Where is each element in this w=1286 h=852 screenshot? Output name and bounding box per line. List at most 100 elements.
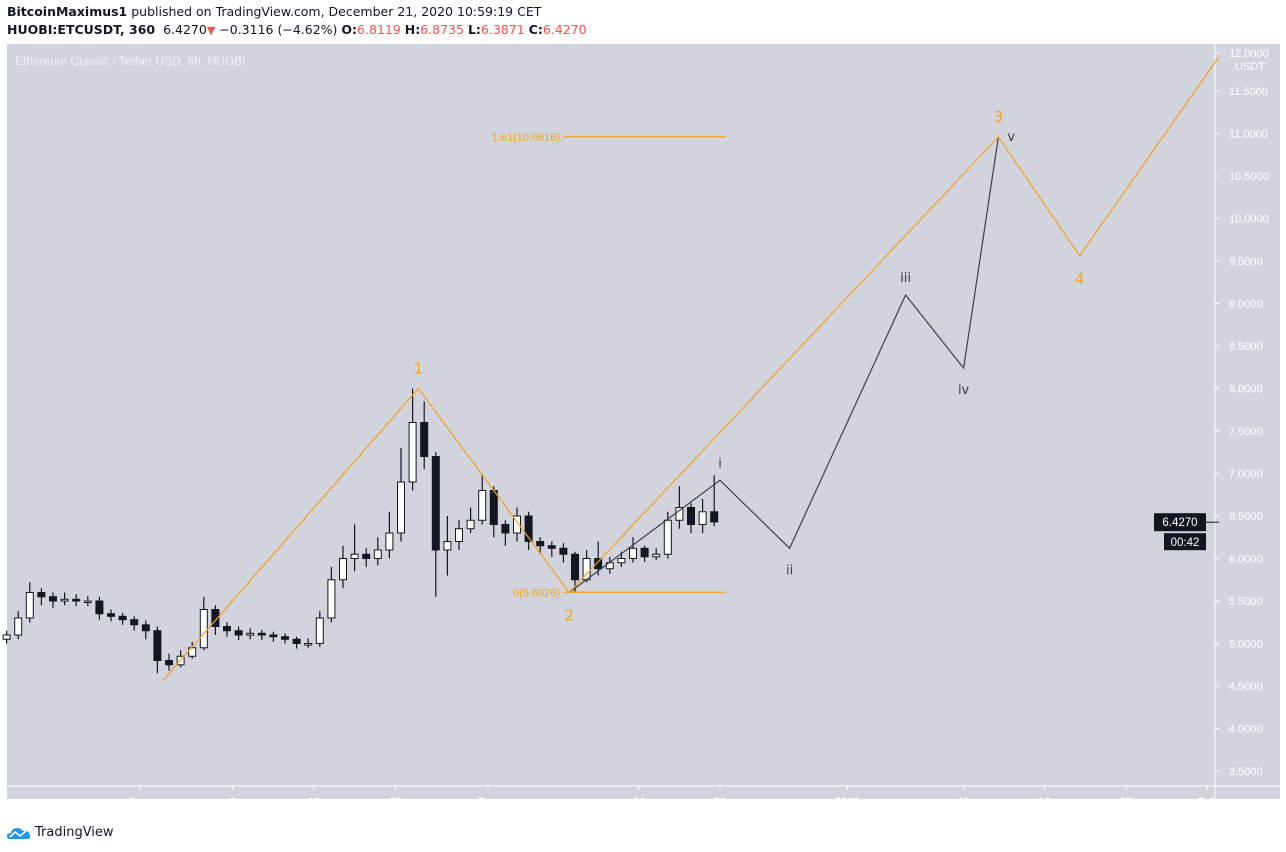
time-tick-label: 16: [308, 796, 320, 808]
candle: [547, 541, 556, 557]
author-name[interactable]: BitcoinMaximus1: [7, 4, 128, 19]
publish-info: BitcoinMaximus1 published on TradingView…: [7, 4, 541, 19]
time-tick-label: 18: [1039, 796, 1051, 808]
fib-levels[interactable]: 1.61(10.9616) 0(5.6026): [492, 132, 726, 600]
candle: [304, 638, 313, 648]
candle: [339, 545, 347, 589]
fib-level-label: 1.61(10.9616): [492, 132, 561, 144]
chart-title: Ethereum Classic / Tether USD, 6h, HUOBI: [15, 54, 246, 68]
candle-body: [281, 636, 289, 640]
candle-body: [663, 519, 672, 555]
candle-body: [489, 490, 498, 525]
candle: [199, 596, 208, 651]
price-tick-label: 11.5000: [1229, 86, 1268, 98]
publish-text: published on TradingView.com, December 2…: [131, 4, 542, 19]
candle: [60, 592, 69, 606]
candle: [107, 609, 115, 622]
candle: [710, 475, 719, 527]
candle: [2, 630, 11, 644]
candle-body: [25, 592, 34, 619]
candle: [292, 636, 301, 649]
candle: [118, 612, 127, 625]
time-tick-label: Feb: [1197, 796, 1217, 808]
primary-wave-line[interactable]: [162, 56, 1220, 681]
candle-body: [594, 558, 603, 570]
candle-body: [547, 545, 556, 549]
candle: [315, 611, 324, 647]
primary-wave[interactable]: 1 2 3 4: [162, 56, 1220, 681]
time-tick-label: 14: [633, 796, 646, 808]
candle-body: [269, 634, 278, 638]
candle-body: [408, 422, 417, 483]
price-tick-label: 9.0000: [1229, 299, 1263, 311]
open-value: 6.8119: [357, 22, 401, 37]
price-tick-label: 4.0000: [1229, 724, 1263, 736]
countdown-label: 00:42: [1171, 537, 1200, 549]
candle: [698, 499, 707, 533]
last-price-box: [1154, 513, 1206, 532]
candle-body: [211, 609, 220, 627]
candle-body: [14, 617, 23, 636]
last-price: 6.4270: [163, 22, 207, 37]
candle-body: [223, 626, 231, 632]
tradingview-logo[interactable]: TradingView: [7, 825, 114, 840]
candle-body: [501, 524, 510, 534]
candle-body: [524, 515, 533, 542]
price-tick-label: 11.0000: [1229, 129, 1268, 141]
price-tick-label: 4.5000: [1229, 681, 1263, 693]
candle: [675, 486, 684, 529]
candle-body: [292, 638, 301, 644]
price-tick-label: 9.5000: [1229, 256, 1263, 268]
candle-body: [455, 528, 463, 542]
candles: [2, 388, 719, 674]
candle: [478, 473, 487, 525]
candle-body: [339, 558, 347, 581]
candle-body: [2, 634, 11, 640]
candle-body: [373, 549, 382, 559]
candle-body: [141, 624, 150, 632]
time-tick-label: 25: [1120, 796, 1132, 808]
candle: [130, 616, 139, 631]
candle: [257, 629, 266, 641]
candle: [629, 537, 637, 563]
candle: [95, 596, 104, 620]
time-tick-label: 23: [389, 796, 401, 808]
candle: [373, 537, 382, 566]
chart-background: [7, 44, 1280, 799]
candle-body: [315, 617, 324, 644]
symbol-name: HUOBI:ETCUSDT, 360: [7, 22, 156, 37]
candle-body: [513, 515, 521, 534]
candle-body: [466, 519, 475, 530]
price-tick-label: 6.5000: [1229, 511, 1263, 523]
candle-body: [687, 507, 695, 525]
high-label: H:: [404, 22, 421, 37]
price-tick-label: 10.5000: [1229, 171, 1269, 183]
candle: [269, 631, 278, 642]
candle-body: [617, 558, 626, 564]
candle: [153, 626, 162, 674]
candle: [513, 507, 521, 542]
sub-wave-line[interactable]: [568, 136, 999, 593]
price-tick-label: 7.5000: [1229, 426, 1263, 438]
fib-level-label: 0(5.6026): [513, 587, 560, 599]
low-value: 6.3871: [480, 22, 525, 37]
price-axis[interactable]: 12.0000 11.5000 11.0000 10.5000 10.0000 9.500…: [1215, 48, 1269, 778]
candle-body: [443, 541, 452, 551]
candle-body: [130, 619, 139, 626]
candle: [362, 548, 371, 567]
candle-body: [629, 547, 637, 559]
price-change: −0.3116 (−4.62%): [219, 22, 338, 37]
candle: [431, 452, 440, 597]
candle-body: [72, 598, 81, 602]
candle-body: [153, 630, 162, 661]
candle-body: [698, 511, 707, 525]
candle: [524, 511, 533, 550]
down-arrow-icon: ▼: [206, 24, 216, 37]
candle-body: [304, 643, 313, 646]
tradingview-cloud-icon: [7, 827, 31, 839]
time-axis[interactable]: Nov 9 16 23 Dec 14 21 2021 11 18 25 Feb: [130, 786, 1218, 808]
candle-body: [675, 507, 684, 521]
candle-body: [83, 600, 92, 603]
